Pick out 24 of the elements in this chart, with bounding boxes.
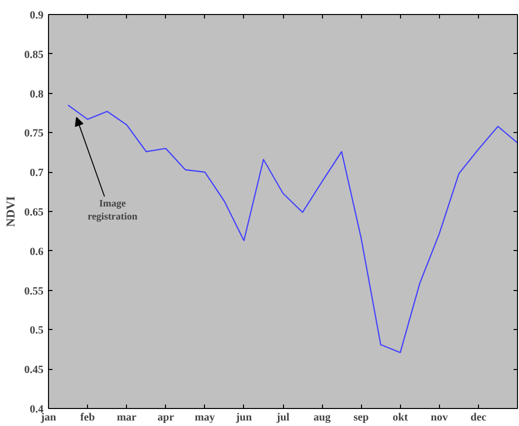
y-tick-label: 0.7 [30, 167, 44, 180]
annotation: Image registration [88, 198, 138, 223]
x-tick-label: aug [314, 412, 332, 424]
y-tick-label: 0.8 [30, 88, 44, 100]
x-tick-label: nov [430, 412, 448, 424]
x-tick-label: mar [116, 412, 137, 424]
x-tick-label: okt [392, 412, 408, 424]
y-tick-label: 0.65 [24, 206, 44, 218]
x-tick-label: feb [80, 412, 95, 424]
y-tick-label: 0.9 [30, 10, 44, 22]
y-tick-label: 0.45 [24, 364, 44, 376]
x-tick-label: jun [234, 412, 252, 424]
y-tick-label: 0.5 [30, 324, 44, 337]
x-tick-label: jul [276, 412, 290, 424]
x-tick-label: may [194, 412, 216, 424]
y-tick-label: 0.85 [24, 48, 44, 61]
x-tick-label: dec [470, 412, 486, 424]
y-tick-label: 0.6 [30, 246, 44, 258]
y-axis-title: NDVI [3, 196, 18, 227]
x-tick-label: apr [158, 412, 174, 424]
x-tick-label: sep [354, 412, 369, 424]
line-series [67, 104, 518, 354]
y-tick-label: 0.55 [24, 285, 44, 298]
y-tick-label: 0.75 [24, 128, 44, 140]
